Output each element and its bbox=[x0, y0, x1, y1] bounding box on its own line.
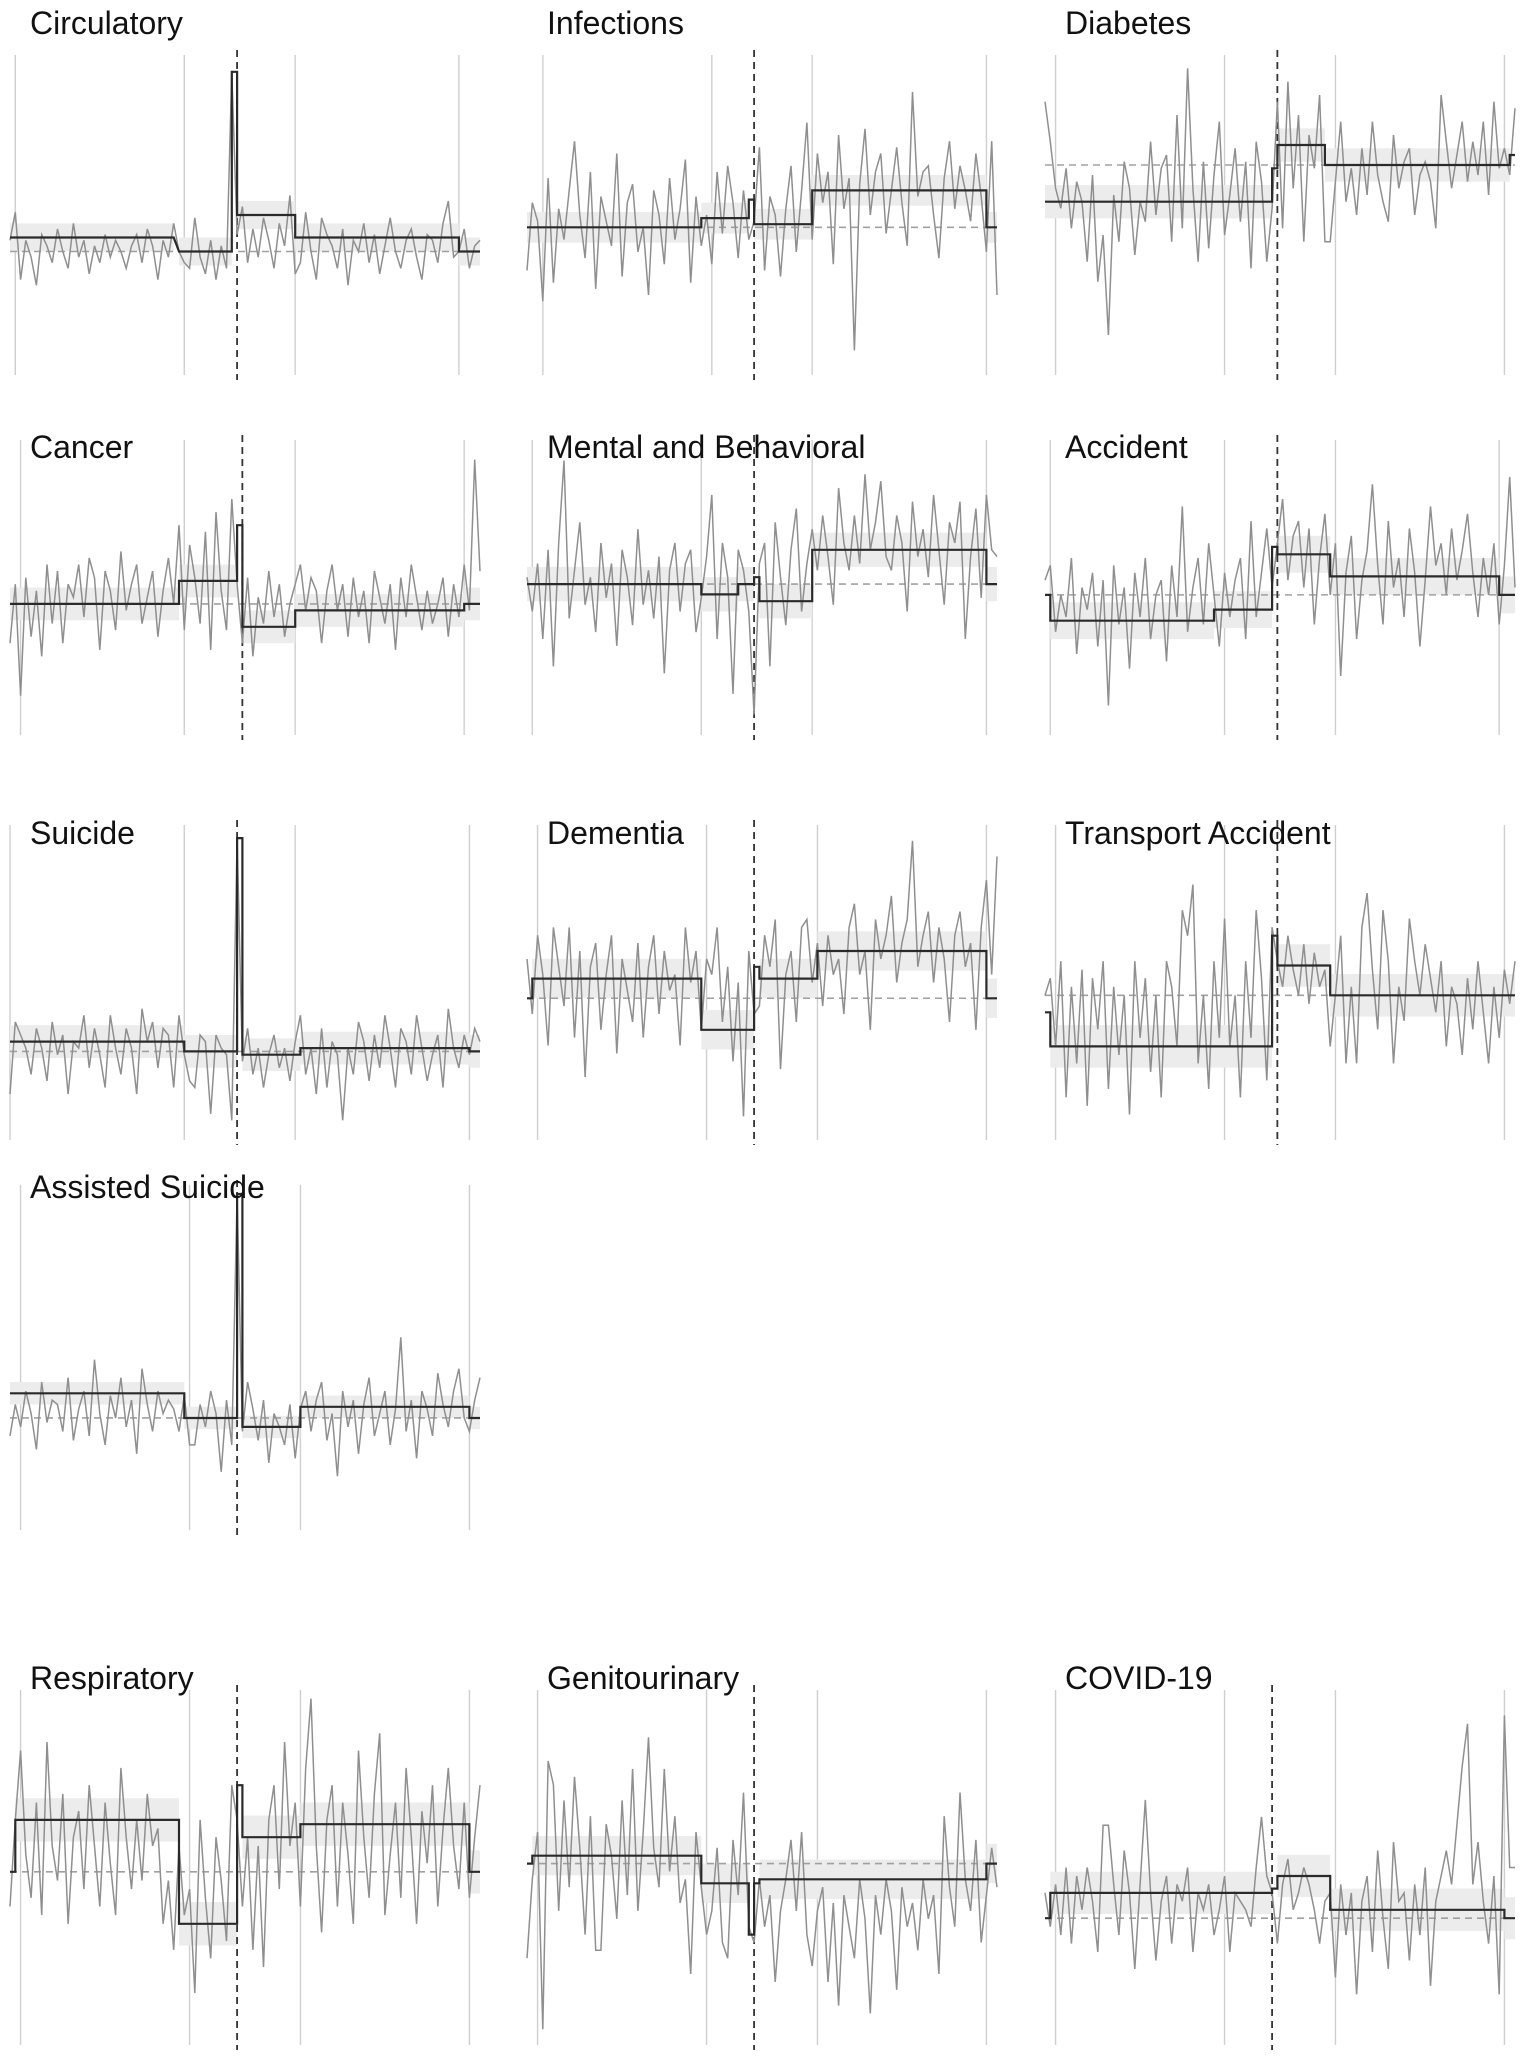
fitted-step-line bbox=[527, 548, 997, 603]
panel-suicide: Suicide bbox=[9, 815, 481, 1145]
panel-title: COVID-19 bbox=[1065, 1660, 1213, 1696]
observed-series-line bbox=[1044, 884, 1516, 1115]
fitted-step-line bbox=[10, 524, 480, 628]
fitted-step-line bbox=[527, 189, 997, 229]
fitted-step-line bbox=[1045, 545, 1515, 622]
fitted-step-line bbox=[10, 1784, 480, 1925]
fitted-step-line bbox=[1045, 1874, 1515, 1920]
panel-assisted-suicide: Assisted Suicide bbox=[9, 1169, 481, 1535]
panel-respiratory: Respiratory bbox=[9, 1660, 481, 2050]
fitted-step-line bbox=[1045, 143, 1515, 203]
panel-circulatory: Circulatory bbox=[9, 5, 481, 380]
panel-title: Transport Accident bbox=[1065, 815, 1331, 851]
panel-diabetes: Diabetes bbox=[1044, 5, 1516, 380]
observed-series-line bbox=[526, 840, 998, 1117]
panel-title: Genitourinary bbox=[547, 1660, 739, 1696]
fitted-step-line bbox=[1045, 934, 1515, 1048]
fitted-step-line bbox=[527, 1854, 997, 1936]
observed-series-line bbox=[526, 460, 998, 715]
observed-series-line bbox=[9, 71, 481, 286]
panel-infections: Infections bbox=[526, 5, 998, 380]
panel-title: Diabetes bbox=[1065, 5, 1191, 41]
panel-transport-accident: Transport Accident bbox=[1044, 815, 1516, 1145]
observed-series-line bbox=[9, 1193, 481, 1477]
panel-title: Infections bbox=[547, 5, 684, 41]
panel-title: Assisted Suicide bbox=[30, 1169, 265, 1205]
observed-series-line bbox=[526, 91, 998, 351]
panel-title: Accident bbox=[1065, 429, 1188, 465]
observed-series-line bbox=[1044, 1715, 1515, 1995]
fitted-step-line bbox=[10, 70, 480, 253]
panel-title: Mental and Behavioral bbox=[547, 429, 865, 465]
fitted-step-line bbox=[10, 837, 480, 1056]
observed-series-line bbox=[9, 459, 481, 696]
panel-title: Respiratory bbox=[30, 1660, 194, 1696]
observed-series-line bbox=[9, 838, 481, 1121]
panel-dementia: Dementia bbox=[526, 815, 998, 1145]
observed-series-line bbox=[1044, 476, 1516, 706]
panel-title: Dementia bbox=[547, 815, 684, 851]
panel-title: Circulatory bbox=[30, 5, 183, 41]
fitted-step-line bbox=[10, 1192, 480, 1428]
panel-title: Cancer bbox=[30, 429, 134, 465]
panel-accident: Accident bbox=[1044, 429, 1516, 740]
observed-series-line bbox=[9, 1698, 481, 1994]
panel-cancer: Cancer bbox=[9, 429, 481, 740]
panel-genitourinary: Genitourinary bbox=[526, 1660, 998, 2050]
observed-series-line bbox=[526, 1737, 998, 2030]
observed-series-line bbox=[1044, 68, 1516, 336]
panel-covid-19: COVID-19 bbox=[1044, 1660, 1515, 2050]
panel-mental-and-behavioral: Mental and Behavioral bbox=[526, 429, 998, 740]
panel-title: Suicide bbox=[30, 815, 135, 851]
fitted-step-line bbox=[527, 949, 997, 1031]
